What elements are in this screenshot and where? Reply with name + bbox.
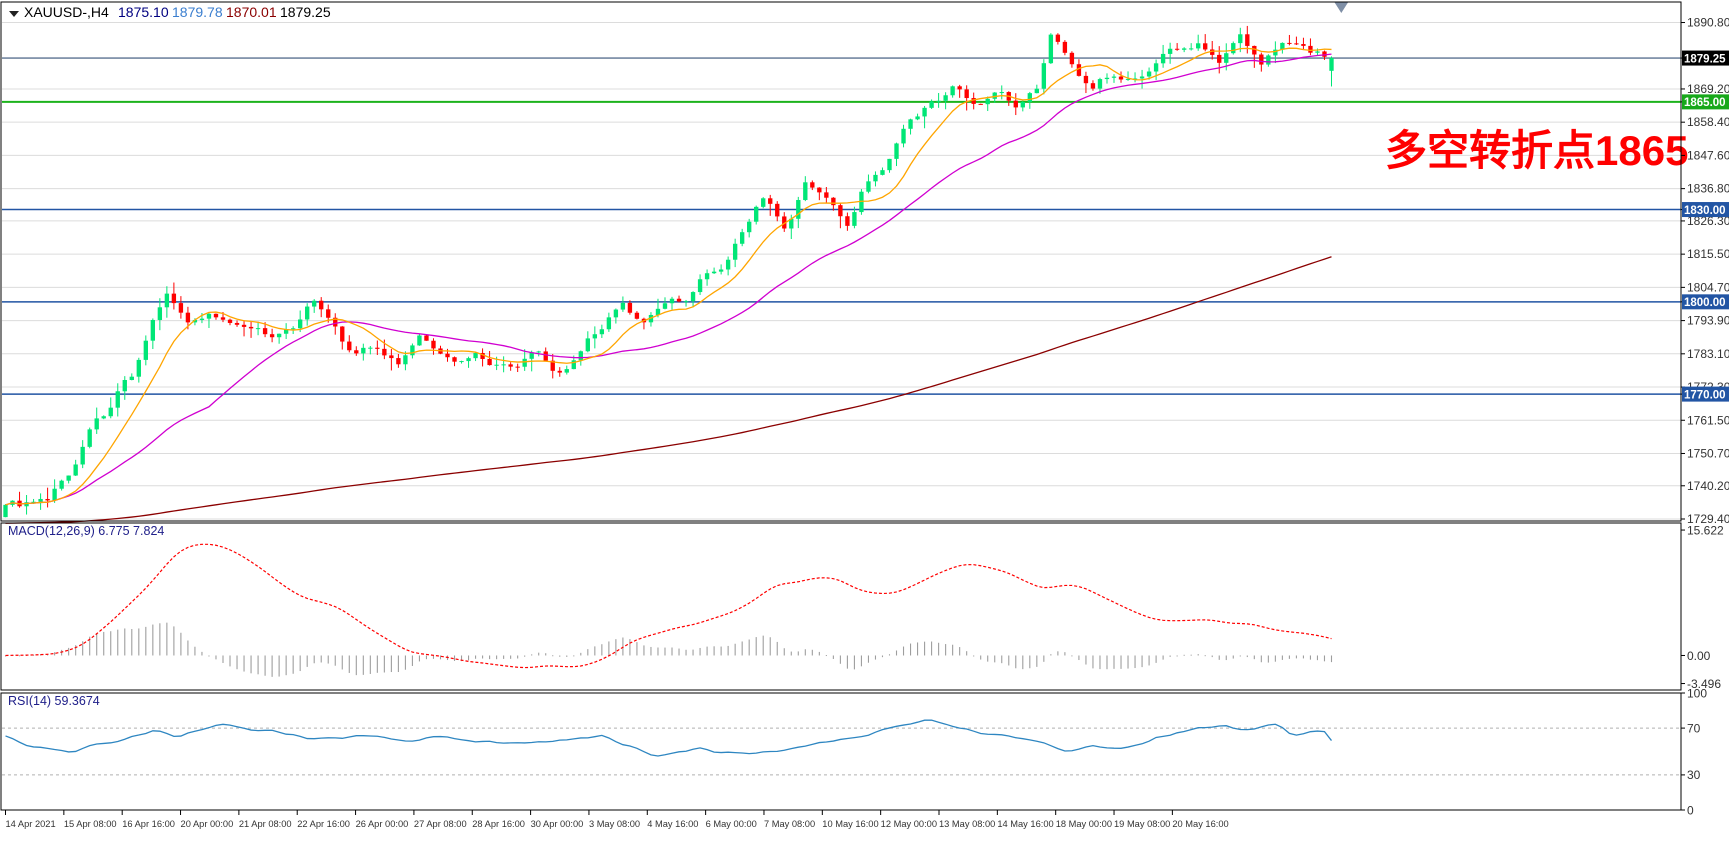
svg-text:1890.80: 1890.80 bbox=[1687, 16, 1729, 30]
svg-text:12 May 00:00: 12 May 00:00 bbox=[881, 819, 937, 829]
svg-text:1879.25: 1879.25 bbox=[280, 4, 331, 20]
svg-text:1761.50: 1761.50 bbox=[1687, 413, 1729, 427]
svg-text:20 Apr 00:00: 20 Apr 00:00 bbox=[181, 819, 234, 829]
svg-text:15 Apr 08:00: 15 Apr 08:00 bbox=[64, 819, 117, 829]
svg-text:26 Apr 00:00: 26 Apr 00:00 bbox=[356, 819, 409, 829]
svg-text:7 May 08:00: 7 May 08:00 bbox=[764, 819, 815, 829]
svg-text:30: 30 bbox=[1687, 768, 1701, 782]
svg-text:1879.25: 1879.25 bbox=[1684, 53, 1726, 65]
svg-text:16 Apr 16:00: 16 Apr 16:00 bbox=[122, 819, 175, 829]
svg-text:100: 100 bbox=[1687, 686, 1707, 700]
svg-text:1858.40: 1858.40 bbox=[1687, 115, 1729, 129]
svg-text:30 Apr 00:00: 30 Apr 00:00 bbox=[531, 819, 584, 829]
svg-text:1740.20: 1740.20 bbox=[1687, 479, 1729, 493]
svg-text:3 May 08:00: 3 May 08:00 bbox=[589, 819, 640, 829]
svg-text:多空转折点1865: 多空转折点1865 bbox=[1385, 127, 1688, 174]
svg-text:27 Apr 08:00: 27 Apr 08:00 bbox=[414, 819, 467, 829]
svg-text:22 Apr 16:00: 22 Apr 16:00 bbox=[297, 819, 350, 829]
svg-text:19 May 08:00: 19 May 08:00 bbox=[1114, 819, 1170, 829]
svg-text:1870.01: 1870.01 bbox=[226, 4, 277, 20]
svg-text:10 May 16:00: 10 May 16:00 bbox=[822, 819, 878, 829]
svg-text:4 May 16:00: 4 May 16:00 bbox=[647, 819, 698, 829]
svg-text:0.00: 0.00 bbox=[1687, 649, 1711, 663]
svg-text:6 May 00:00: 6 May 00:00 bbox=[706, 819, 757, 829]
svg-text:1815.50: 1815.50 bbox=[1687, 247, 1729, 261]
svg-text:20 May 16:00: 20 May 16:00 bbox=[1172, 819, 1228, 829]
svg-text:MACD(12,26,9) 6.775 7.824: MACD(12,26,9) 6.775 7.824 bbox=[8, 524, 164, 538]
svg-text:1836.80: 1836.80 bbox=[1687, 182, 1729, 196]
svg-text:21 Apr 08:00: 21 Apr 08:00 bbox=[239, 819, 292, 829]
svg-text:1865.00: 1865.00 bbox=[1684, 97, 1726, 109]
svg-text:1800.00: 1800.00 bbox=[1684, 297, 1726, 309]
svg-text:RSI(14) 59.3674: RSI(14) 59.3674 bbox=[8, 694, 100, 708]
svg-text:1869.20: 1869.20 bbox=[1687, 82, 1729, 96]
svg-text:XAUUSD-,H4: XAUUSD-,H4 bbox=[24, 4, 109, 20]
svg-text:1830.00: 1830.00 bbox=[1684, 205, 1726, 217]
svg-text:15.622: 15.622 bbox=[1687, 523, 1724, 537]
svg-text:0: 0 bbox=[1687, 803, 1694, 817]
svg-text:1879.78: 1879.78 bbox=[172, 4, 223, 20]
svg-text:14 Apr 2021: 14 Apr 2021 bbox=[6, 819, 56, 829]
svg-text:1875.10: 1875.10 bbox=[118, 4, 169, 20]
svg-text:1770.00: 1770.00 bbox=[1684, 389, 1726, 401]
svg-text:18 May 00:00: 18 May 00:00 bbox=[1056, 819, 1112, 829]
svg-text:14 May 16:00: 14 May 16:00 bbox=[997, 819, 1053, 829]
svg-text:1783.10: 1783.10 bbox=[1687, 347, 1729, 361]
svg-text:1804.70: 1804.70 bbox=[1687, 280, 1729, 294]
svg-text:13 May 08:00: 13 May 08:00 bbox=[939, 819, 995, 829]
svg-text:70: 70 bbox=[1687, 721, 1701, 735]
svg-text:1847.60: 1847.60 bbox=[1687, 148, 1729, 162]
svg-text:1793.90: 1793.90 bbox=[1687, 314, 1729, 328]
svg-text:28 Apr 16:00: 28 Apr 16:00 bbox=[472, 819, 525, 829]
svg-text:1750.70: 1750.70 bbox=[1687, 446, 1729, 460]
